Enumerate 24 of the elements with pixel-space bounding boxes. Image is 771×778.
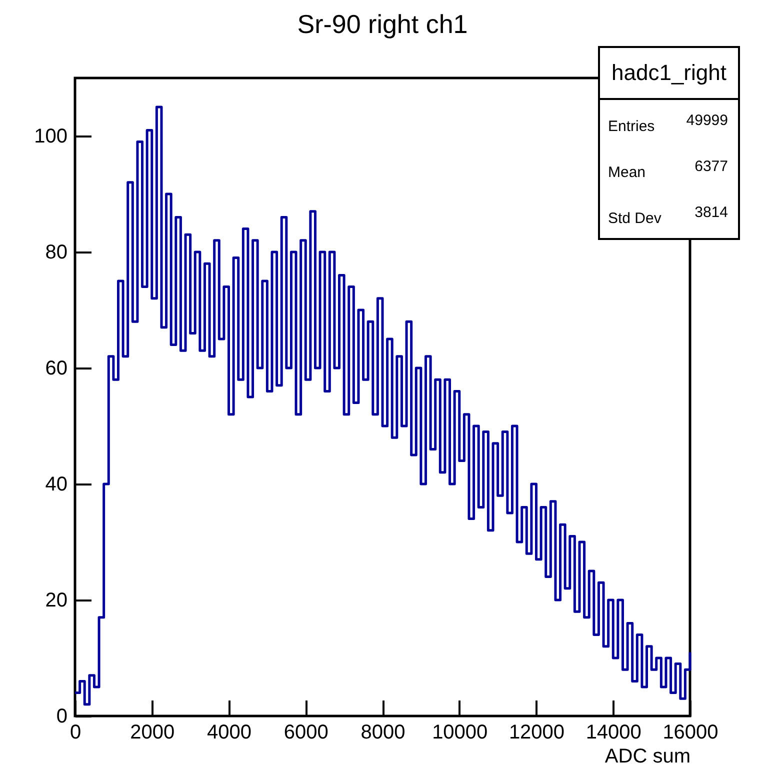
y-tick-label: 100 bbox=[34, 126, 68, 148]
x-tick-label: 12000 bbox=[508, 722, 565, 744]
text: 3814 bbox=[694, 204, 728, 221]
y-tick-label: 20 bbox=[45, 590, 68, 612]
annotation: Mean bbox=[608, 164, 646, 181]
x-tick-label: 14000 bbox=[586, 722, 642, 744]
x-tick-label: 10000 bbox=[432, 722, 488, 744]
chart-title: Sr-90 right ch1 bbox=[297, 9, 468, 39]
x-tick-label: 4000 bbox=[207, 722, 252, 744]
x-tick-label: 2000 bbox=[130, 722, 175, 744]
x-tick-label: 16000 bbox=[662, 722, 718, 744]
x-tick-label: 8000 bbox=[360, 722, 406, 744]
y-tick-label: 60 bbox=[45, 358, 68, 380]
y-tick-label: 80 bbox=[45, 242, 68, 264]
x-axis-title: ADC sum bbox=[604, 746, 690, 768]
annotation: Std Dev bbox=[608, 210, 662, 227]
annotation: hadc1_right bbox=[600, 48, 738, 100]
x-tick-label: 0 bbox=[70, 722, 82, 744]
annotation: Entries bbox=[608, 118, 655, 135]
annotation: 49999 bbox=[686, 112, 728, 129]
x-tick-label: 6000 bbox=[284, 722, 328, 744]
y-tick-label: 40 bbox=[45, 474, 68, 496]
y-tick-label: 0 bbox=[56, 706, 68, 728]
text: 6377 bbox=[694, 158, 728, 175]
